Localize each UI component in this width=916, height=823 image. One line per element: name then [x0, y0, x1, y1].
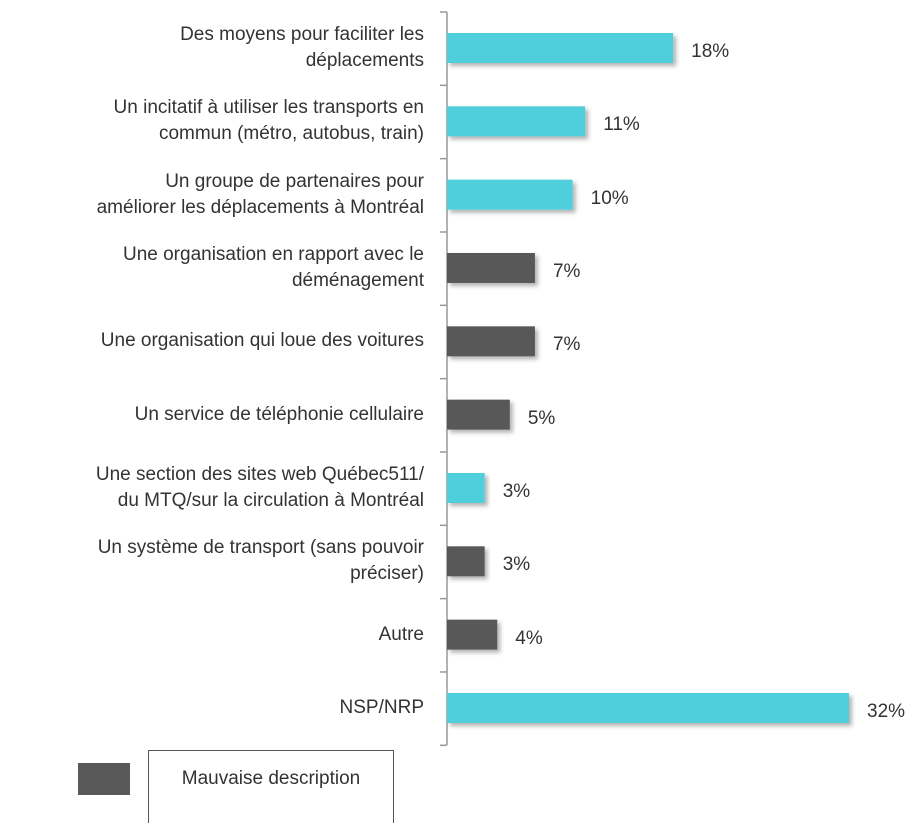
bar [447, 106, 586, 137]
value-label: 32% [867, 700, 906, 722]
value-label: 3% [502, 554, 531, 576]
value-label: 4% [515, 627, 543, 649]
legend-label: Mauvaise description [148, 750, 394, 823]
bar [447, 399, 510, 430]
category-label: Un incitatif à utiliser les transports e… [113, 97, 424, 145]
value-label: 7% [552, 260, 581, 282]
category-label: Une organisation en rapport avec le démé… [122, 243, 424, 291]
value-label: 18% [691, 41, 730, 62]
category-label: Autre [378, 623, 424, 645]
bar [447, 692, 849, 723]
value-label: 11% [603, 114, 640, 136]
bar [447, 179, 573, 210]
legend-swatch [78, 763, 130, 795]
category-label: NSP/NRP [339, 696, 424, 718]
value-label: 3% [502, 480, 531, 502]
value-label: 7% [552, 334, 581, 356]
bar [447, 546, 485, 577]
bar [447, 472, 485, 503]
value-label: 5% [527, 407, 556, 429]
bar [447, 33, 674, 63]
category-label: Des moyens pour faciliter les déplacemen… [180, 24, 424, 71]
category-label: Une organisation qui loue des voitures [100, 330, 424, 352]
category-label: Un système de transport (sans pouvoir pr… [97, 537, 424, 585]
category-label: Un groupe de partenaires pour améliorer … [96, 170, 424, 218]
bar [447, 252, 535, 283]
bar [447, 326, 535, 357]
category-label: Un service de téléphonie cellulaire [134, 403, 424, 425]
category-label: Une section des sites web Québec511/ du … [95, 463, 424, 511]
bar [447, 619, 498, 650]
value-label: 10% [590, 187, 629, 209]
